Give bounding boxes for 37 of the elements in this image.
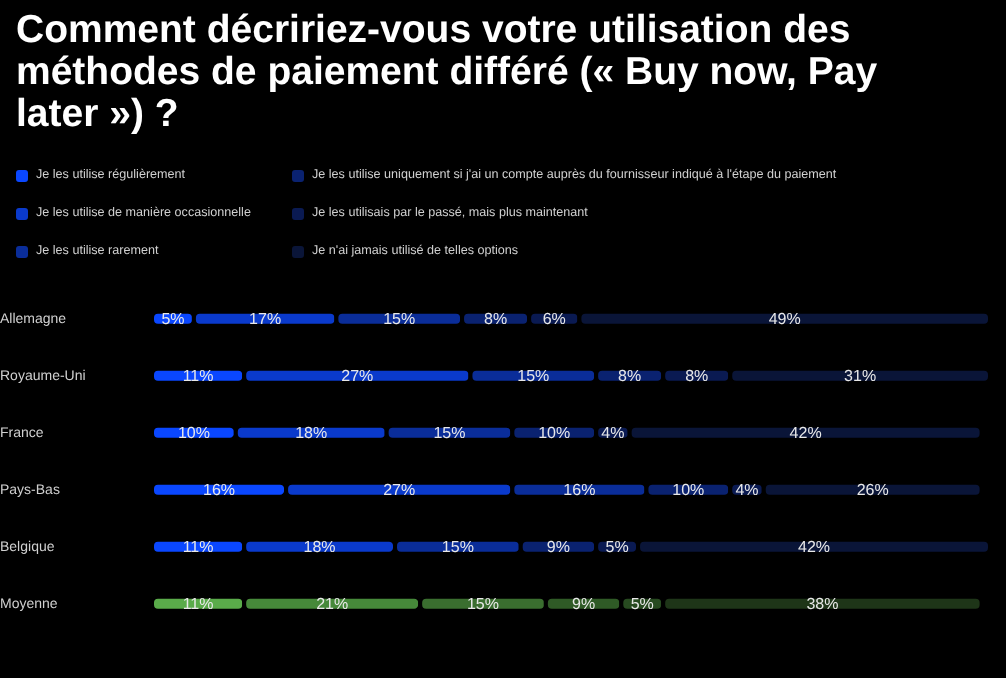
data-label: 21% [316, 595, 349, 614]
data-label: 27% [341, 367, 374, 386]
data-label: 9% [546, 538, 570, 557]
data-label: 10% [177, 424, 210, 443]
data-label: 38% [806, 595, 839, 614]
chart-title: Comment décririez-vous votre utilisation des méthodes de paiement différé (« Buy now, Pay later ») ? [14, 6, 880, 136]
data-label: 8% [618, 367, 642, 386]
data-label: 11% [182, 367, 214, 386]
data-label: 10% [538, 424, 571, 443]
data-label: 6% [542, 310, 566, 329]
data-label: 15% [383, 310, 416, 329]
data-label: 18% [303, 538, 336, 557]
data-label: 42% [789, 424, 822, 443]
data-label: 16% [563, 481, 596, 500]
data-label: 5% [161, 310, 185, 329]
data-label: 4% [601, 424, 625, 443]
data-label: 11% [182, 538, 214, 557]
data-label: 42% [798, 538, 831, 557]
data-label: 5% [605, 538, 629, 557]
data-label: 15% [466, 595, 500, 614]
data-label: 15% [517, 367, 550, 386]
data-label: 16% [203, 481, 236, 500]
data-label: 11% [182, 595, 214, 614]
data-label: 5% [630, 595, 654, 614]
data-label: 15% [441, 538, 474, 557]
data-label: 15% [433, 424, 466, 443]
data-label: 26% [856, 481, 889, 500]
data-label: 8% [685, 367, 709, 386]
data-label: 18% [295, 424, 328, 443]
data-label: 49% [768, 310, 801, 329]
data-label: 8% [484, 310, 508, 329]
data-label: 10% [672, 481, 705, 500]
data-label: 31% [844, 367, 877, 386]
data-label: 17% [249, 310, 282, 329]
data-label: 9% [572, 595, 596, 614]
data-label: 4% [735, 481, 759, 500]
data-label: 27% [383, 481, 416, 500]
